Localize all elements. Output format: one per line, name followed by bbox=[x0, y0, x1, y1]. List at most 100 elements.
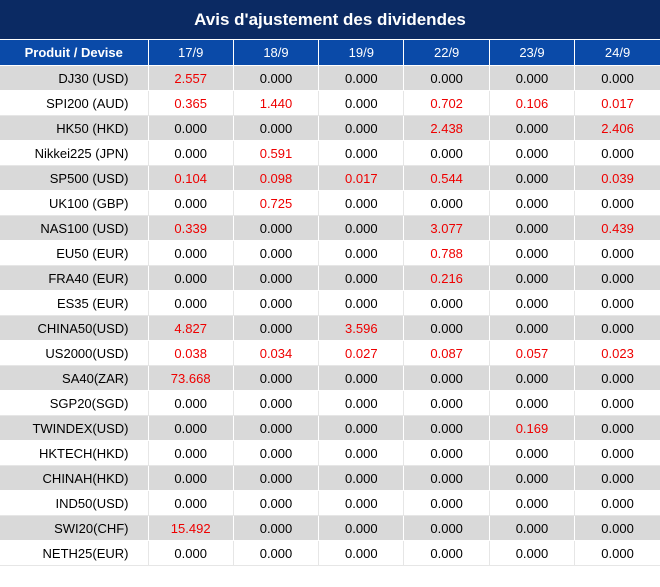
value-cell: 0.000 bbox=[233, 115, 320, 141]
product-cell: UK100 (GBP) bbox=[0, 190, 149, 216]
value-cell: 0.000 bbox=[233, 540, 320, 566]
value-cell: 0.000 bbox=[233, 215, 320, 241]
value-cell: 0.000 bbox=[318, 540, 405, 566]
value-cell: 0.000 bbox=[318, 415, 405, 441]
value-cell: 0.000 bbox=[318, 115, 405, 141]
value-cell: 0.087 bbox=[403, 340, 490, 366]
product-cell: EU50 (EUR) bbox=[0, 240, 149, 266]
value-cell: 0.000 bbox=[318, 365, 405, 391]
table-row: DJ30 (USD) 2.557 0.000 0.000 0.000 0.000 0.000 bbox=[0, 65, 660, 91]
table-row: SGP20(SGD) 0.000 0.000 0.000 0.000 0.000 0.000 bbox=[0, 390, 660, 416]
value-cell: 0.000 bbox=[574, 490, 660, 516]
value-cell: 0.000 bbox=[574, 540, 660, 566]
value-cell: 0.000 bbox=[574, 365, 660, 391]
value-cell: 0.000 bbox=[318, 140, 405, 166]
value-cell: 0.000 bbox=[489, 65, 576, 91]
product-cell: ES35 (EUR) bbox=[0, 290, 149, 316]
product-cell: NAS100 (USD) bbox=[0, 215, 149, 241]
value-cell: 0.000 bbox=[148, 390, 234, 416]
table-row: ES35 (EUR) 0.000 0.000 0.000 0.000 0.000 0.000 bbox=[0, 290, 660, 316]
table-row: HKTECH(HKD) 0.000 0.000 0.000 0.000 0.000 0.00… bbox=[0, 440, 660, 466]
value-cell: 0.000 bbox=[574, 315, 660, 341]
value-cell: 0.000 bbox=[574, 290, 660, 316]
value-cell: 0.000 bbox=[489, 440, 576, 466]
value-cell: 0.000 bbox=[148, 290, 234, 316]
table-row: CHINAH(HKD) 0.000 0.000 0.000 0.000 0.000 0.00… bbox=[0, 465, 660, 491]
value-cell: 0.023 bbox=[574, 340, 660, 366]
product-cell: SPI200 (AUD) bbox=[0, 90, 149, 116]
value-cell: 0.000 bbox=[574, 465, 660, 491]
value-cell: 0.057 bbox=[489, 340, 576, 366]
value-cell: 0.000 bbox=[148, 190, 234, 216]
table-row: US2000(USD) 0.038 0.034 0.027 0.087 0.057 0.02… bbox=[0, 340, 660, 366]
header-row: Produit / Devise 17/9 18/9 19/9 22/9 23/… bbox=[0, 40, 660, 66]
value-cell: 0.027 bbox=[318, 340, 405, 366]
product-cell: SWI20(CHF) bbox=[0, 515, 149, 541]
value-cell: 2.406 bbox=[574, 115, 660, 141]
value-cell: 0.439 bbox=[574, 215, 660, 241]
value-cell: 0.104 bbox=[148, 165, 234, 191]
value-cell: 0.000 bbox=[148, 140, 234, 166]
value-cell: 0.000 bbox=[233, 390, 320, 416]
value-cell: 0.000 bbox=[574, 390, 660, 416]
table-row: CHINA50(USD) 4.827 0.000 3.596 0.000 0.000 0.0… bbox=[0, 315, 660, 341]
value-cell: 0.000 bbox=[489, 215, 576, 241]
header-date: 19/9 bbox=[318, 40, 405, 66]
value-cell: 0.000 bbox=[233, 515, 320, 541]
value-cell: 0.000 bbox=[318, 90, 405, 116]
value-cell: 0.000 bbox=[233, 265, 320, 291]
value-cell: 0.000 bbox=[489, 140, 576, 166]
value-cell: 0.000 bbox=[574, 415, 660, 441]
value-cell: 0.000 bbox=[403, 490, 490, 516]
value-cell: 0.000 bbox=[574, 140, 660, 166]
product-cell: FRA40 (EUR) bbox=[0, 265, 149, 291]
value-cell: 0.000 bbox=[318, 390, 405, 416]
value-cell: 0.000 bbox=[148, 540, 234, 566]
value-cell: 0.000 bbox=[148, 490, 234, 516]
product-cell: HK50 (HKD) bbox=[0, 115, 149, 141]
value-cell: 0.000 bbox=[574, 515, 660, 541]
value-cell: 0.000 bbox=[233, 65, 320, 91]
product-cell: IND50(USD) bbox=[0, 490, 149, 516]
value-cell: 0.000 bbox=[233, 315, 320, 341]
value-cell: 0.000 bbox=[489, 165, 576, 191]
table-body: DJ30 (USD) 2.557 0.000 0.000 0.000 0.000 0.000… bbox=[0, 65, 660, 566]
value-cell: 0.216 bbox=[403, 265, 490, 291]
header-date: 24/9 bbox=[574, 40, 660, 66]
header-date: 18/9 bbox=[233, 40, 320, 66]
table-row: SPI200 (AUD) 0.365 1.440 0.000 0.702 0.106 0.0… bbox=[0, 90, 660, 116]
value-cell: 0.000 bbox=[403, 315, 490, 341]
value-cell: 2.557 bbox=[148, 65, 234, 91]
value-cell: 0.000 bbox=[489, 515, 576, 541]
header-date: 17/9 bbox=[148, 40, 234, 66]
value-cell: 0.591 bbox=[233, 140, 320, 166]
value-cell: 0.098 bbox=[233, 165, 320, 191]
product-cell: HKTECH(HKD) bbox=[0, 440, 149, 466]
value-cell: 2.438 bbox=[403, 115, 490, 141]
value-cell: 73.668 bbox=[148, 365, 234, 391]
header-product: Produit / Devise bbox=[0, 40, 149, 66]
value-cell: 0.000 bbox=[574, 190, 660, 216]
product-cell: NETH25(EUR) bbox=[0, 540, 149, 566]
value-cell: 0.000 bbox=[489, 390, 576, 416]
value-cell: 0.000 bbox=[403, 465, 490, 491]
value-cell: 0.788 bbox=[403, 240, 490, 266]
value-cell: 0.000 bbox=[403, 140, 490, 166]
value-cell: 0.000 bbox=[233, 415, 320, 441]
value-cell: 0.000 bbox=[233, 465, 320, 491]
value-cell: 0.000 bbox=[148, 115, 234, 141]
value-cell: 0.000 bbox=[318, 265, 405, 291]
product-cell: SA40(ZAR) bbox=[0, 365, 149, 391]
value-cell: 3.596 bbox=[318, 315, 405, 341]
product-cell: US2000(USD) bbox=[0, 340, 149, 366]
table-row: NAS100 (USD) 0.339 0.000 0.000 3.077 0.000 0.4… bbox=[0, 215, 660, 241]
header-date: 23/9 bbox=[489, 40, 576, 66]
value-cell: 0.702 bbox=[403, 90, 490, 116]
value-cell: 0.000 bbox=[318, 65, 405, 91]
value-cell: 0.000 bbox=[318, 515, 405, 541]
table-row: UK100 (GBP) 0.000 0.725 0.000 0.000 0.000 0.00… bbox=[0, 190, 660, 216]
value-cell: 0.000 bbox=[233, 290, 320, 316]
value-cell: 0.039 bbox=[574, 165, 660, 191]
value-cell: 0.000 bbox=[318, 190, 405, 216]
value-cell: 0.000 bbox=[489, 465, 576, 491]
